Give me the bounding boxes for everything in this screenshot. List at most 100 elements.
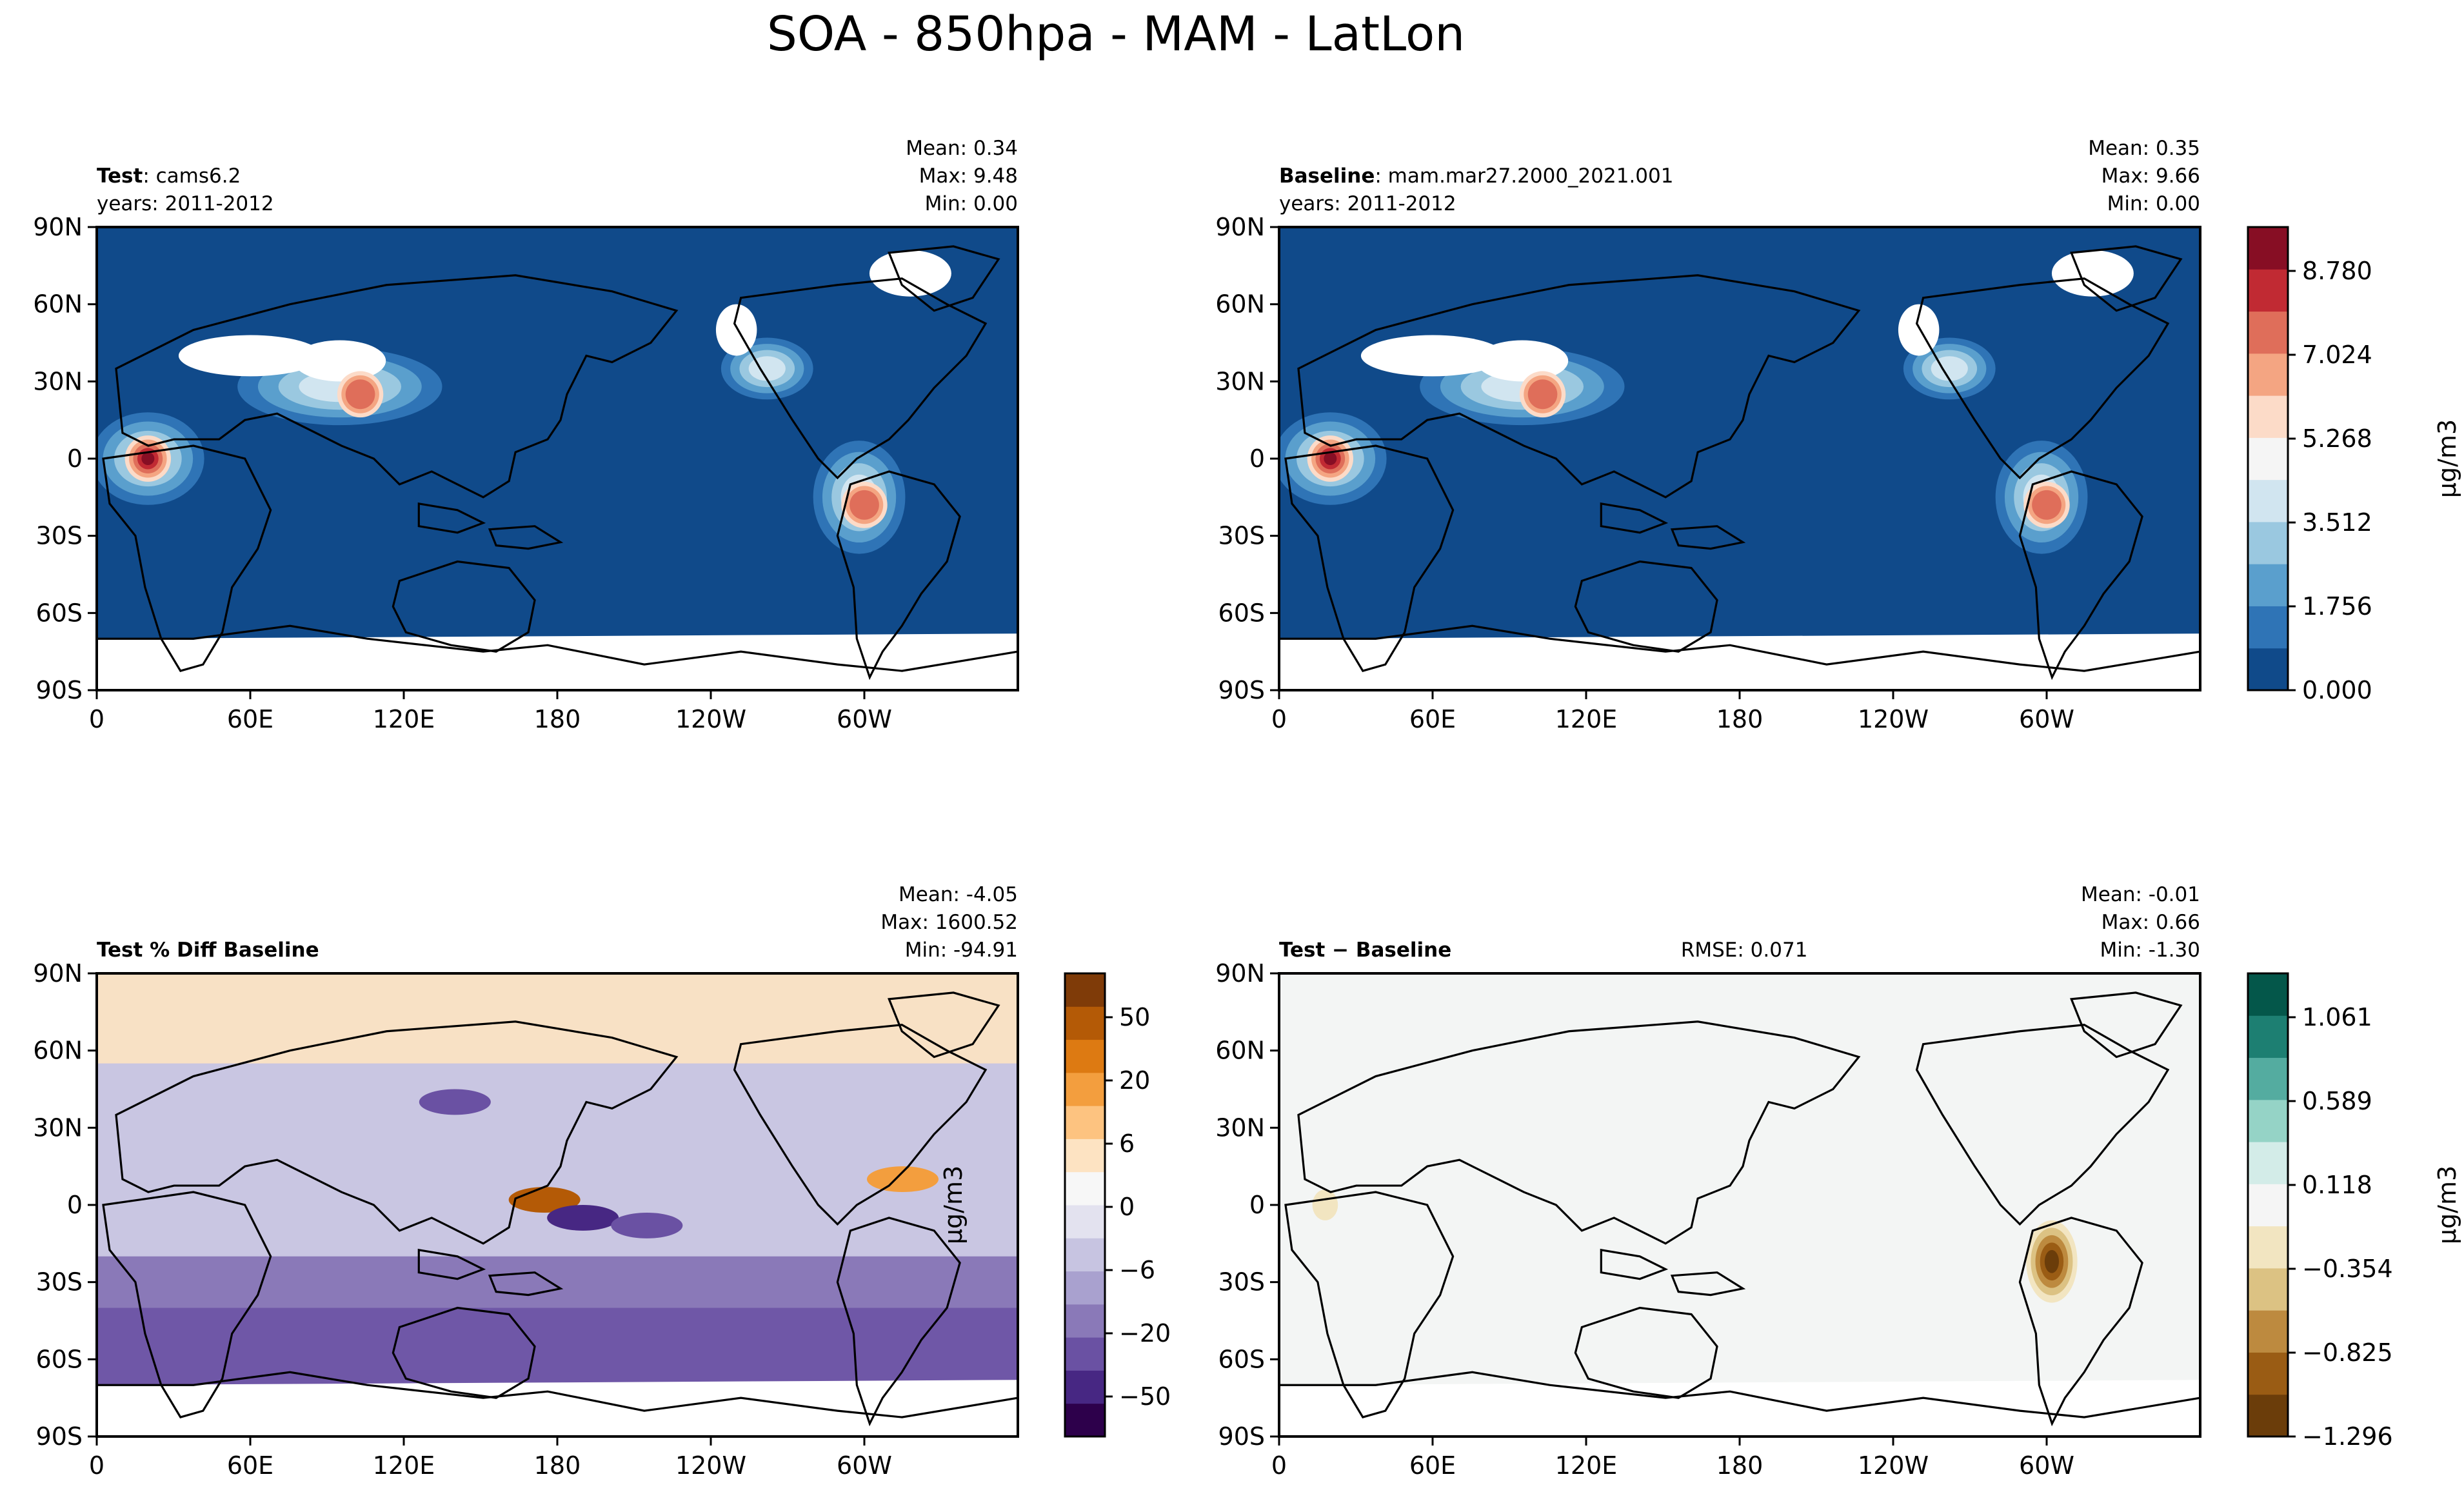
stat-label: Mean: -0.01 <box>2081 883 2200 906</box>
colorbar-segment <box>1065 1171 1105 1206</box>
colorbar: 1.061 0.589 0.118 −0.354 −0.825 −1.296 μg/m3 <box>2247 972 2461 1451</box>
colorbar-segment <box>2248 311 2288 354</box>
colorbar-segment <box>1065 1403 1105 1437</box>
hotspot <box>345 379 375 410</box>
colorbar-frame <box>2247 226 2289 691</box>
high-lat-band <box>97 973 1018 1064</box>
x-tick-label: 60W <box>837 705 892 733</box>
panel-test: 0 60E 120E 180 120W 60W 90N 60N 30N 0 30S 60S 90S Tes… <box>33 137 1019 733</box>
y-tick-label: 30S <box>1218 522 1265 550</box>
y-tick-label: 60S <box>1218 1345 1265 1373</box>
colorbar-tick-label: −50 <box>1119 1382 1171 1411</box>
colorbar-tick-label: 0.589 <box>2302 1087 2372 1115</box>
coastlines <box>97 991 1018 1436</box>
x-tick-label: 120E <box>373 1451 435 1480</box>
x-tick-label: 60W <box>837 1451 892 1480</box>
colorbar-frame <box>1064 972 1106 1438</box>
greenland-fill <box>869 250 951 297</box>
y-tick-label: 90N <box>33 959 83 988</box>
x-tick-label: 180 <box>534 1451 581 1480</box>
colorbar-segment <box>2248 479 2288 522</box>
stat-label: Max: 9.66 <box>2101 164 2200 188</box>
x-tick-label: 60E <box>1409 705 1456 733</box>
stat-label: Max: 9.48 <box>919 164 1018 188</box>
map-area <box>97 973 1018 1436</box>
x-tick-label: 60E <box>227 705 273 733</box>
colorbar-segment <box>1065 1072 1105 1106</box>
y-tick-label: 0 <box>1249 1191 1265 1219</box>
stat-label: Min: -94.91 <box>905 939 1018 962</box>
desert-patch <box>293 340 386 382</box>
y-tick-label: 60S <box>1218 599 1265 627</box>
y-tick-label: 30N <box>1215 1113 1265 1142</box>
y-tick-label: 60N <box>33 290 83 319</box>
y-tick-label: 0 <box>67 444 83 473</box>
hotspot <box>849 490 879 520</box>
y-tick-label: 90N <box>1215 213 1265 241</box>
y-tick-label: 60S <box>36 1345 83 1373</box>
colorbar-segment <box>1065 1106 1105 1139</box>
colorbar-segment <box>1065 1337 1105 1371</box>
hotspot <box>2032 490 2062 520</box>
antarctica-fill <box>1279 1380 2200 1436</box>
colorbar-tick-label: 0.118 <box>2302 1171 2372 1199</box>
colorbar-tick-label: −0.354 <box>2302 1255 2393 1283</box>
colorbar-tick-label: 7.024 <box>2302 341 2372 369</box>
hotspot <box>141 452 155 466</box>
x-tick-label: 0 <box>1271 705 1287 733</box>
colorbar-tick-label: 1.756 <box>2302 592 2372 621</box>
coastlines <box>1279 991 2200 1436</box>
colorbar-tick-label: 50 <box>1119 1003 1150 1031</box>
x-tick-label: 0 <box>89 1451 104 1480</box>
colorbar-tick-label: 3.512 <box>2302 508 2372 537</box>
stat-label: Min: 0.00 <box>2107 192 2200 215</box>
contour-band <box>748 356 786 381</box>
stat-label: Max: 0.66 <box>2101 911 2200 934</box>
x-tick-label: 60W <box>2019 705 2074 733</box>
panel-title: Test − Baseline <box>1279 939 1451 962</box>
greenland-fill <box>2051 250 2134 297</box>
y-tick-label: 60N <box>1215 1037 1265 1065</box>
colorbar-segment <box>2248 1226 2288 1269</box>
colorbar-label: μg/m3 <box>2433 419 2461 498</box>
x-tick-label: 120W <box>675 1451 746 1480</box>
y-tick-label: 60N <box>33 1037 83 1065</box>
colorbar-tick-label: −0.825 <box>2302 1338 2393 1367</box>
panel-title-bold: Test <box>97 164 143 188</box>
panel-title: Test: cams6.2 <box>97 164 241 188</box>
panel-years: years: 2011-2012 <box>97 192 274 215</box>
x-tick-label: 60E <box>227 1451 273 1480</box>
y-tick-label: 30S <box>36 1268 83 1297</box>
colorbar-segment <box>1065 1238 1105 1272</box>
colorbar-segment <box>2248 1015 2288 1059</box>
map-area <box>1279 227 2200 690</box>
y-tick-label: 90S <box>1218 676 1265 704</box>
y-tick-label: 60S <box>36 599 83 627</box>
colorbar-segment <box>2248 1310 2288 1353</box>
y-tick-label: 30N <box>33 367 83 395</box>
hotspot <box>1527 379 1558 410</box>
colorbar-tick-label: 0.000 <box>2302 676 2372 704</box>
colorbar-segment <box>2248 1184 2288 1227</box>
colorbar-tick-label: −1.296 <box>2302 1422 2393 1451</box>
colorbar-tick-label: 20 <box>1119 1066 1150 1095</box>
colorbar-tick-label: 0 <box>1119 1193 1135 1221</box>
y-tick-label: 90S <box>36 1422 83 1451</box>
x-tick-label: 120W <box>675 705 746 733</box>
y-tick-label: 90S <box>36 676 83 704</box>
colorbar-segment <box>1065 1039 1105 1073</box>
panel-title: Baseline: mam.mar27.2000_2021.001 <box>1279 164 1673 188</box>
colorbar: 8.780 7.024 5.268 3.512 1.756 0.000 μg/m3 <box>2247 226 2461 704</box>
x-tick-label: 120E <box>373 705 435 733</box>
map-area <box>97 227 1018 690</box>
anomaly-patch <box>547 1205 619 1231</box>
colorbar-segment <box>2248 269 2288 312</box>
colorbar-segment <box>2248 1142 2288 1184</box>
antarctica-fill <box>97 1380 1018 1436</box>
desert-patch <box>178 335 323 377</box>
x-tick-label: 120E <box>1555 1451 1618 1480</box>
hotspot <box>1324 452 1337 466</box>
y-tick-label: 0 <box>67 1191 83 1219</box>
panel-title-case: : mam.mar27.2000_2021.001 <box>1375 164 1673 188</box>
